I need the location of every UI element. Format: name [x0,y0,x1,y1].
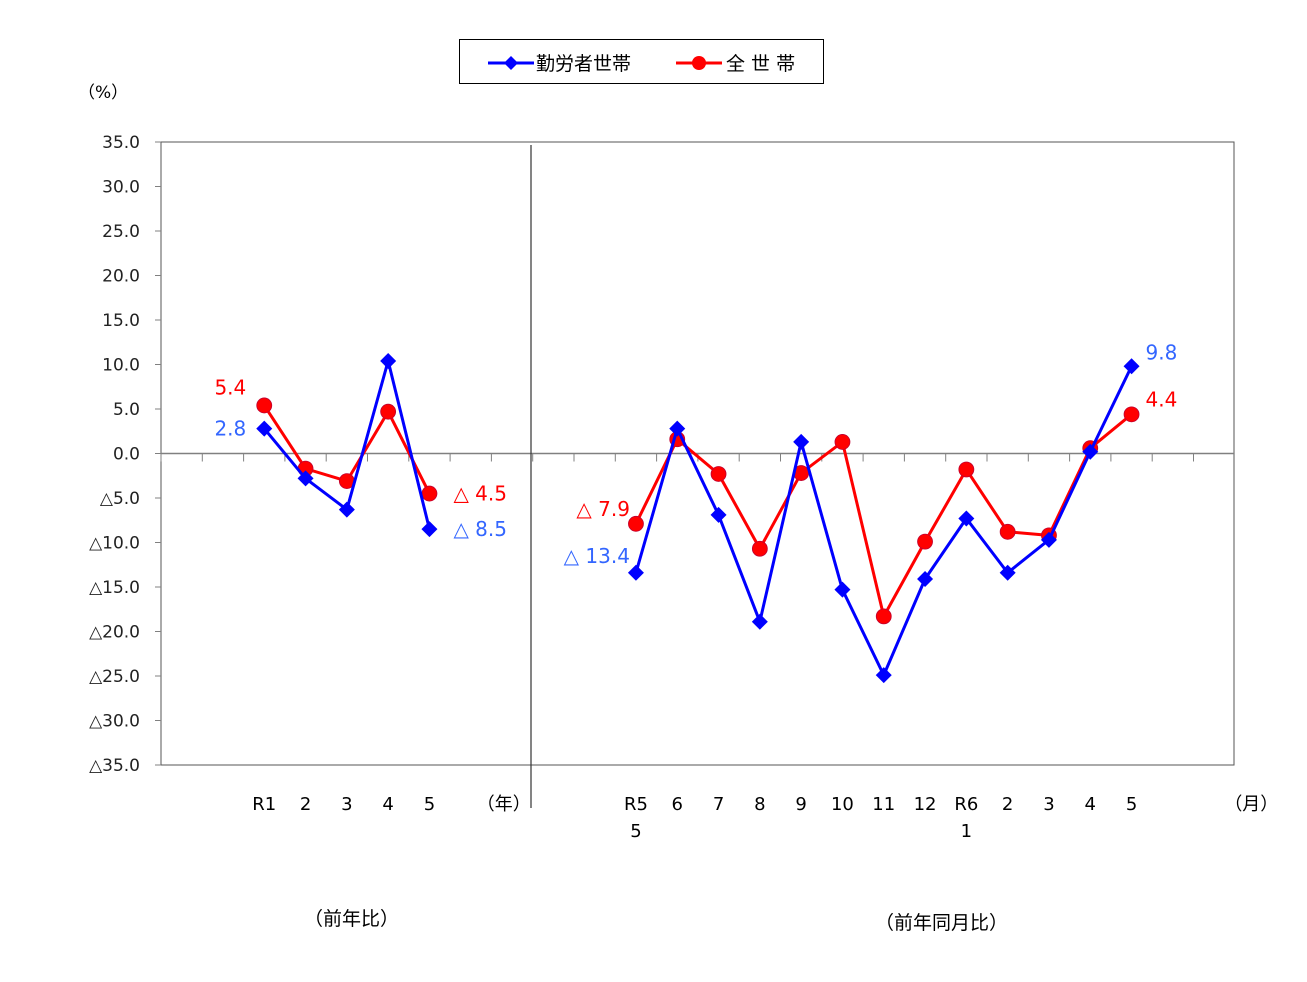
workers-marker [999,564,1016,581]
x-category-label: 4 [382,794,393,815]
all-households-marker [917,533,933,550]
x-category-label: 1 [961,821,972,842]
data-label: △ 7.9 [576,497,630,521]
workers-marker [421,521,438,538]
y-tick-label: △35.0 [89,756,140,776]
workers-marker [1123,358,1140,375]
y-tick-label: △15.0 [89,578,140,598]
all-households-marker [751,540,768,557]
data-label: 2.8 [214,417,246,441]
workers-marker [875,667,892,684]
y-tick-label: △5.0 [100,489,140,509]
data-label: 4.4 [1146,387,1178,411]
x-category-label: 12 [914,794,937,815]
workers-marker [793,433,810,450]
x-category-label: 9 [795,794,806,815]
workers-marker [338,501,355,518]
x-category-label: 6 [672,794,683,815]
workers-marker [834,581,851,598]
blue-diamond-line-icon [488,55,534,70]
x-category-label: R1 [252,794,276,815]
workers-marker [917,570,934,587]
y-tick-label: 10.0 [102,356,140,376]
y-tick-label: 30.0 [102,178,140,198]
x-category-label: R5 [624,794,648,815]
all-households-marker [1123,406,1140,423]
all-households-marker [875,608,892,625]
workers-marker [751,613,768,630]
all-households-marker [999,523,1016,540]
all-households-marker [256,397,273,414]
x-category-label: 7 [713,794,724,815]
all-households-marker [421,485,438,502]
legend-item-all: 全 世 帯 [676,40,795,85]
data-label: △ 13.4 [564,544,630,568]
all-households-line [634,413,1133,621]
x-category-label: 3 [1043,794,1054,815]
y-tick-label: 25.0 [102,222,140,242]
x-category-label: R6 [954,794,978,815]
y-tick-label: 35.0 [102,133,140,153]
x-category-label: 4 [1085,794,1096,815]
y-axis-unit-label: （%） [78,83,129,103]
x-category-label: 3 [341,794,352,815]
y-tick-label: 20.0 [102,267,140,287]
all-households-marker [628,515,644,532]
workers-marker [256,420,273,437]
x-category-label: 8 [754,794,765,815]
y-tick-label: 0.0 [113,445,140,465]
data-label: △ 4.5 [453,482,507,506]
y-tick-label: △20.0 [89,623,140,643]
x-category-label: 5 [1126,794,1137,815]
all-households-marker [710,466,727,482]
x-category-label: 10 [831,794,854,815]
x-category-label: 11 [872,794,895,815]
red-circle-line-icon [676,55,722,70]
workers-marker [710,506,727,523]
x-category-label: 5 [630,821,641,842]
x-category-label: 5 [424,794,435,815]
monthly-caption: （前年同月比） [875,912,1009,934]
data-label: 9.8 [1146,340,1178,364]
annual-caption: （前年比） [304,908,400,930]
y-tick-label: △30.0 [89,712,140,732]
legend-label-all: 全 世 帯 [726,53,796,75]
data-label: 5.4 [214,375,246,399]
workers-marker [669,420,686,437]
workers-marker [1082,443,1099,460]
all-households-marker [380,403,397,420]
x-unit-label: （年） [477,794,531,815]
legend: 勤労者世帯 全 世 帯 [459,39,824,84]
x-category-label: 2 [300,794,311,815]
workers-marker [1040,531,1057,548]
data-label: △ 8.5 [453,517,507,541]
x-category-label: 2 [1002,794,1013,815]
workers-line [634,365,1133,679]
workers-marker [627,564,644,581]
y-tick-label: △25.0 [89,667,140,687]
legend-label-workers: 勤労者世帯 [536,53,632,75]
legend-item-workers: 勤労者世帯 [488,40,631,85]
all-households-marker [834,434,851,450]
workers-marker [297,470,314,487]
y-tick-label: 5.0 [113,400,140,420]
y-tick-label: 15.0 [102,311,140,331]
all-households-marker [958,461,975,478]
workers-marker [380,352,397,369]
x-unit-label: （月） [1224,794,1278,815]
workers-marker [958,510,975,527]
y-tick-label: △10.0 [89,534,140,554]
